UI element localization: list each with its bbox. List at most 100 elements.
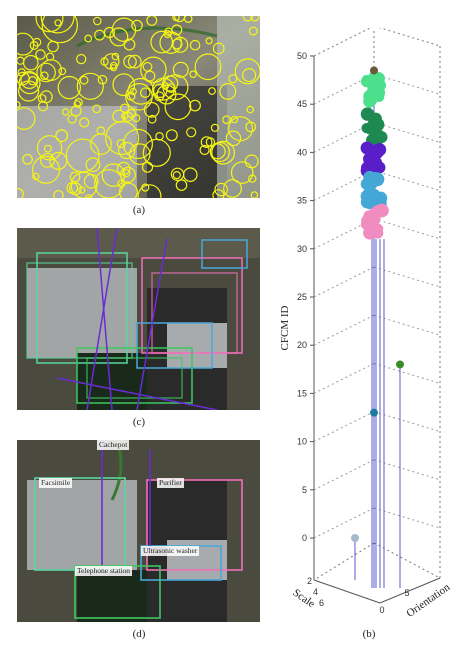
keypoint-circle xyxy=(174,16,186,23)
keypoint-circle xyxy=(17,101,21,109)
keypoint-circle xyxy=(22,153,33,165)
keypoint-circle xyxy=(123,54,137,69)
label-purifier: Purifier xyxy=(157,478,184,488)
keypoint-circle xyxy=(23,54,39,71)
z-tick-label: 20 xyxy=(297,340,307,350)
panel-d-image xyxy=(17,440,260,622)
keypoint-circle xyxy=(32,172,40,181)
label-cachepot: Cachepot xyxy=(97,440,130,450)
keypoint-circle xyxy=(225,130,242,147)
keypoint-circle xyxy=(189,70,197,79)
keypoint-circle xyxy=(117,179,126,188)
label-ultrasonic: Ultrasonic washer xyxy=(141,546,200,556)
keypoint-circle xyxy=(143,101,160,118)
cluster-point xyxy=(373,223,384,234)
keypoint-circle xyxy=(244,154,259,169)
keypoint-circle xyxy=(126,108,137,119)
keypoint-circle xyxy=(49,151,68,170)
orientation-tick-label: 5 xyxy=(404,588,409,598)
orientation-axis-label: Orientation xyxy=(404,581,452,620)
z-tick-label: 45 xyxy=(297,99,307,109)
z-gridline xyxy=(313,507,375,539)
keypoint-circle xyxy=(41,16,78,44)
keypoint-circle xyxy=(212,42,225,55)
keypoint-circle xyxy=(183,167,198,182)
z-gridline xyxy=(313,362,375,394)
label-facsimile: Facsimile xyxy=(39,478,73,488)
keypoint-circle xyxy=(214,182,228,197)
keypoint-circle xyxy=(234,58,260,85)
keypoint-circle xyxy=(40,71,49,81)
keypoint-circle xyxy=(122,168,131,178)
frame-line xyxy=(313,28,372,57)
keypoint-circle xyxy=(189,99,201,112)
keypoint-circle xyxy=(92,104,102,114)
keypoint-circle xyxy=(129,87,137,96)
cluster-point xyxy=(363,210,376,222)
z-gridline xyxy=(373,411,441,433)
keypoint-circle xyxy=(205,37,213,45)
keypoint-circle xyxy=(141,183,150,192)
keypoint-circle xyxy=(105,120,140,155)
keypoint-circle xyxy=(142,61,153,72)
panel-c-image xyxy=(17,228,260,410)
keypoint-circle xyxy=(242,67,257,83)
keypoint-circle xyxy=(172,61,189,78)
isolated-point xyxy=(370,408,378,417)
keypoint-circle xyxy=(159,31,182,54)
keypoint-circle xyxy=(40,16,75,34)
z-gridline xyxy=(313,266,375,298)
keypoint-circle xyxy=(166,83,176,93)
keypoint-circle xyxy=(110,61,118,69)
keypoint-circle xyxy=(156,84,177,105)
isolated-point xyxy=(370,66,378,75)
keypoint-circle xyxy=(211,140,236,165)
keypoint-circle xyxy=(61,108,70,116)
keypoint-circle xyxy=(194,53,222,81)
keypoint-circle xyxy=(93,16,102,26)
keypoint-circle xyxy=(17,71,30,86)
keypoint-circle xyxy=(84,34,93,43)
keypoint-circle xyxy=(35,49,46,60)
keypoint-circle xyxy=(140,87,151,98)
z-axis-label: CFCM ID xyxy=(279,305,291,350)
keypoint-circle xyxy=(65,138,100,173)
keypoint-circle xyxy=(162,75,179,92)
z-tick-label: 15 xyxy=(297,388,307,398)
keypoint-circle xyxy=(94,29,106,41)
z-tick-label: 0 xyxy=(302,533,307,543)
keypoint-circle xyxy=(127,54,142,69)
keypoint-circle xyxy=(57,75,81,100)
z-gridline xyxy=(373,459,441,481)
keypoint-circle xyxy=(222,115,231,125)
frame-line xyxy=(379,577,441,604)
cluster-point xyxy=(363,90,376,103)
keypoint-circle xyxy=(111,52,120,61)
cluster-point xyxy=(367,79,381,93)
keypoint-circle xyxy=(118,141,136,160)
z-gridline xyxy=(313,28,372,57)
keypoint-circle xyxy=(228,74,238,84)
keypoint-circle xyxy=(199,144,210,156)
keypoint-circle xyxy=(150,30,173,54)
keypoint-circle xyxy=(250,191,259,198)
frame-line xyxy=(378,28,441,47)
keypoint-circle xyxy=(55,129,69,143)
keypoint-circle xyxy=(36,62,56,83)
keypoint-circle xyxy=(79,117,90,128)
xy-axis-ticks: 246 0 5 xyxy=(307,576,410,615)
cluster-point xyxy=(369,172,381,184)
keypoint-circle xyxy=(118,182,138,198)
keypoint-circle xyxy=(79,75,89,85)
panel-a-keypoints xyxy=(17,16,260,198)
keypoint-circle xyxy=(32,155,60,184)
keypoint-circle xyxy=(142,138,171,167)
keypoint-circle xyxy=(172,171,181,180)
keypoint-circle xyxy=(53,190,64,198)
keypoint-circle xyxy=(119,166,136,183)
keypoint-circles xyxy=(17,16,260,198)
scale-tick-label: 2 xyxy=(307,576,312,586)
keypoint-circle xyxy=(67,114,77,124)
z-gridline xyxy=(373,314,441,336)
